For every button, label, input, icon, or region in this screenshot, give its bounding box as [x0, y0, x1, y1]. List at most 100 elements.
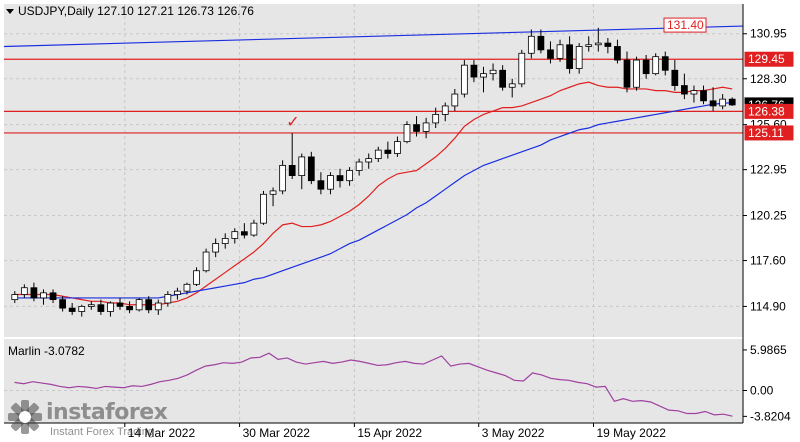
level-price-box — [744, 125, 794, 141]
bearish-candle — [537, 35, 545, 51]
price-tick-label: 122.95 — [750, 163, 787, 177]
bearish-candle — [97, 304, 105, 312]
bearish-candle — [384, 149, 392, 154]
oscillator-panel — [4, 339, 743, 423]
level-price: 126.38 — [744, 103, 794, 119]
bullish-candle — [594, 42, 602, 46]
bullish-candle — [451, 93, 459, 107]
level-price: 125.11 — [744, 125, 794, 141]
bearish-candle — [307, 156, 315, 182]
bullish-candle — [260, 193, 267, 224]
main-chart-panel — [4, 4, 743, 337]
bullish-candle — [508, 83, 516, 88]
bearish-candle — [499, 69, 507, 88]
bearish-candle — [642, 59, 650, 75]
bearish-candle — [661, 56, 669, 71]
bullish-candle — [403, 124, 411, 143]
price-axis-ticks: 130.95128.30125.60122.95120.25117.60114.… — [743, 27, 791, 423]
bearish-candle — [700, 90, 707, 102]
bearish-candle — [59, 299, 66, 309]
oscillator-tick-label: 0.00 — [750, 383, 774, 397]
bullish-candle — [327, 175, 334, 190]
bullish-candle — [164, 294, 172, 304]
bearish-candle — [614, 46, 621, 61]
bearish-candle — [30, 287, 38, 299]
bullish-candle — [212, 243, 220, 253]
bearish-candle — [566, 44, 573, 69]
bearish-candle — [49, 292, 57, 301]
bullish-candle — [633, 59, 640, 88]
price-tick-label: 128.30 — [750, 72, 787, 86]
oscillator-line — [4, 352, 743, 417]
symbol-dropdown-icon[interactable] — [6, 9, 14, 14]
upper-channel-label: 131.40 — [667, 18, 704, 32]
bearish-candle — [728, 98, 736, 106]
candlesticks — [11, 27, 736, 317]
bearish-candle — [126, 306, 133, 311]
price-tick-label: 114.90 — [750, 299, 786, 313]
bearish-candle — [68, 307, 76, 312]
bullish-candle — [269, 190, 277, 195]
marlin-oscillator-line — [14, 352, 733, 417]
bullish-candle — [355, 161, 363, 171]
bullish-candle — [78, 306, 86, 312]
bearish-candle — [336, 175, 344, 182]
bearish-candle — [413, 124, 420, 132]
bullish-candle — [652, 56, 660, 75]
bullish-candle — [231, 231, 239, 239]
time-tick-label: 19 May 2022 — [597, 426, 667, 440]
bullish-candle — [183, 283, 191, 292]
bullish-candle — [107, 302, 114, 312]
bullish-candle — [556, 44, 564, 59]
bearish-candle — [288, 165, 296, 176]
bullish-candle — [480, 73, 487, 78]
level-price: 129.45 — [744, 51, 794, 67]
bullish-candle — [298, 156, 306, 176]
time-tick-label: 30 Mar 2022 — [243, 426, 311, 440]
bearish-candle — [240, 231, 248, 236]
bearish-candle — [681, 85, 688, 95]
time-tick-label: 3 May 2022 — [482, 426, 545, 440]
level-price-box — [744, 51, 794, 67]
bullish-candle — [527, 35, 535, 54]
upper-channel-badge: 131.40 — [663, 17, 707, 33]
bullish-candle — [87, 304, 95, 307]
level-price-box — [744, 103, 794, 119]
bullish-candle — [202, 251, 210, 272]
bullish-candle — [374, 149, 382, 160]
bullish-candle — [518, 52, 526, 85]
bullish-candle — [441, 105, 449, 115]
oscillator-tick-label: 5.9865 — [750, 343, 787, 357]
price-tick-label: 130.95 — [750, 27, 787, 41]
bullish-candle — [719, 98, 727, 107]
upper-channel-line — [3, 25, 744, 48]
bullish-candle — [422, 122, 430, 132]
bullish-candle — [20, 287, 28, 295]
bearish-candle — [317, 180, 325, 190]
oscillator-tick-label: -3.8204 — [750, 409, 791, 423]
bullish-candle — [690, 90, 698, 95]
level-price-label: 129.45 — [748, 52, 785, 66]
signal-check-mark: ✓ — [286, 114, 299, 131]
oscillator-label: Marlin -3.0782 — [8, 344, 85, 358]
symbol-info: USDJPY,Daily 127.10 127.21 126.73 126.76 — [18, 4, 254, 18]
bullish-candle — [279, 165, 286, 192]
bullish-candle — [489, 69, 497, 75]
bearish-candle — [604, 42, 612, 47]
bullish-candle — [135, 299, 143, 311]
moving-averages — [14, 81, 733, 306]
bullish-candle — [40, 292, 47, 299]
bearish-candle — [709, 100, 717, 107]
bearish-candle — [547, 49, 554, 59]
bullish-candle — [346, 170, 353, 182]
time-tick-label: 15 Apr 2022 — [357, 426, 422, 440]
level-price-label: 125.11 — [748, 126, 784, 140]
price-tick-label: 117.60 — [750, 254, 786, 268]
slow-moving-average — [14, 101, 733, 299]
upper-channel-box — [663, 17, 707, 33]
bearish-candle — [116, 302, 124, 307]
bullish-candle — [250, 222, 258, 236]
bullish-candle — [575, 46, 583, 69]
